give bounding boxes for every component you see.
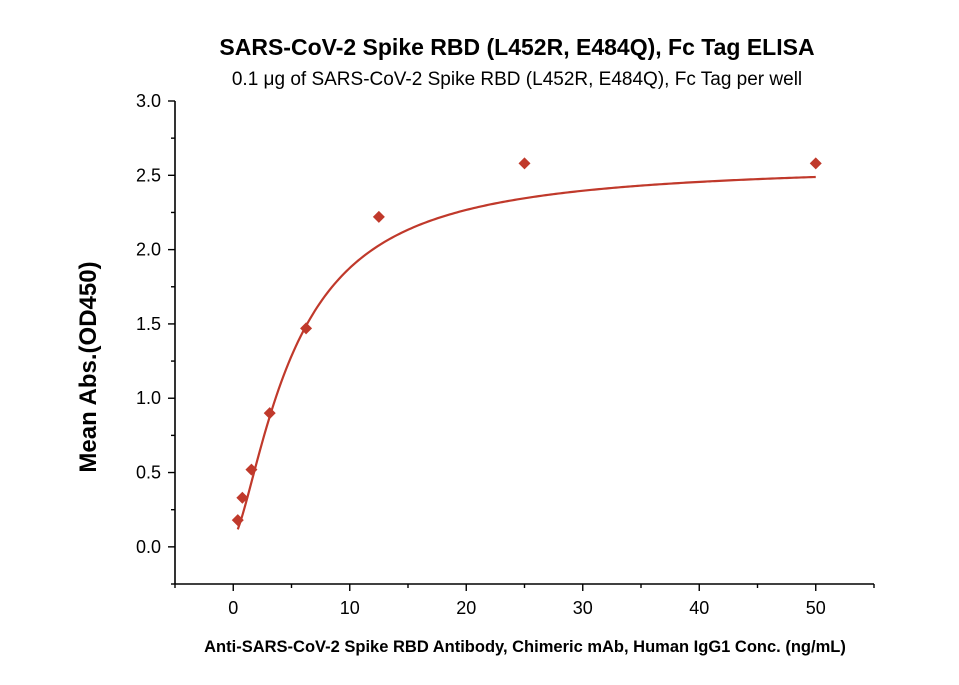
- data-point: [809, 157, 822, 170]
- y-tick-label: 2.0: [136, 240, 161, 260]
- fit-curve-layer: [236, 175, 816, 530]
- data-point: [518, 157, 531, 170]
- x-tick-label: 40: [689, 598, 709, 618]
- y-tick-label: 2.5: [136, 165, 161, 185]
- x-tick-label: 20: [456, 598, 476, 618]
- data-points-layer: [231, 157, 822, 527]
- data-point: [300, 322, 313, 335]
- x-tick-label: 50: [806, 598, 826, 618]
- axes: 0.0 0.5 1.0 1.5 2.0 2.5 3.0 0 10 20 30 40 50: [136, 91, 875, 618]
- y-axis-label: Mean Abs.(OD450): [75, 261, 102, 472]
- x-tick-label: 0: [228, 598, 238, 618]
- x-tick-label: 10: [340, 598, 360, 618]
- y-tick-label: 0.5: [136, 463, 161, 483]
- x-tick-label: 30: [573, 598, 593, 618]
- data-point: [245, 463, 258, 476]
- data-point: [263, 407, 276, 420]
- y-tick-label: 1.0: [136, 388, 161, 408]
- x-axis-label: Anti-SARS-CoV-2 Spike RBD Antibody, Chim…: [204, 638, 846, 656]
- y-tick-label: 1.5: [136, 314, 161, 334]
- chart-subtitle: 0.1 μg of SARS-CoV-2 Spike RBD (L452R, E…: [232, 69, 802, 90]
- data-point: [231, 514, 244, 527]
- data-point: [372, 210, 385, 223]
- fit-curve: [236, 175, 816, 530]
- data-point: [236, 491, 249, 504]
- y-tick-label: 3.0: [136, 91, 161, 111]
- chart-title: SARS-CoV-2 Spike RBD (L452R, E484Q), Fc …: [219, 34, 814, 60]
- y-tick-label: 0.0: [136, 537, 161, 557]
